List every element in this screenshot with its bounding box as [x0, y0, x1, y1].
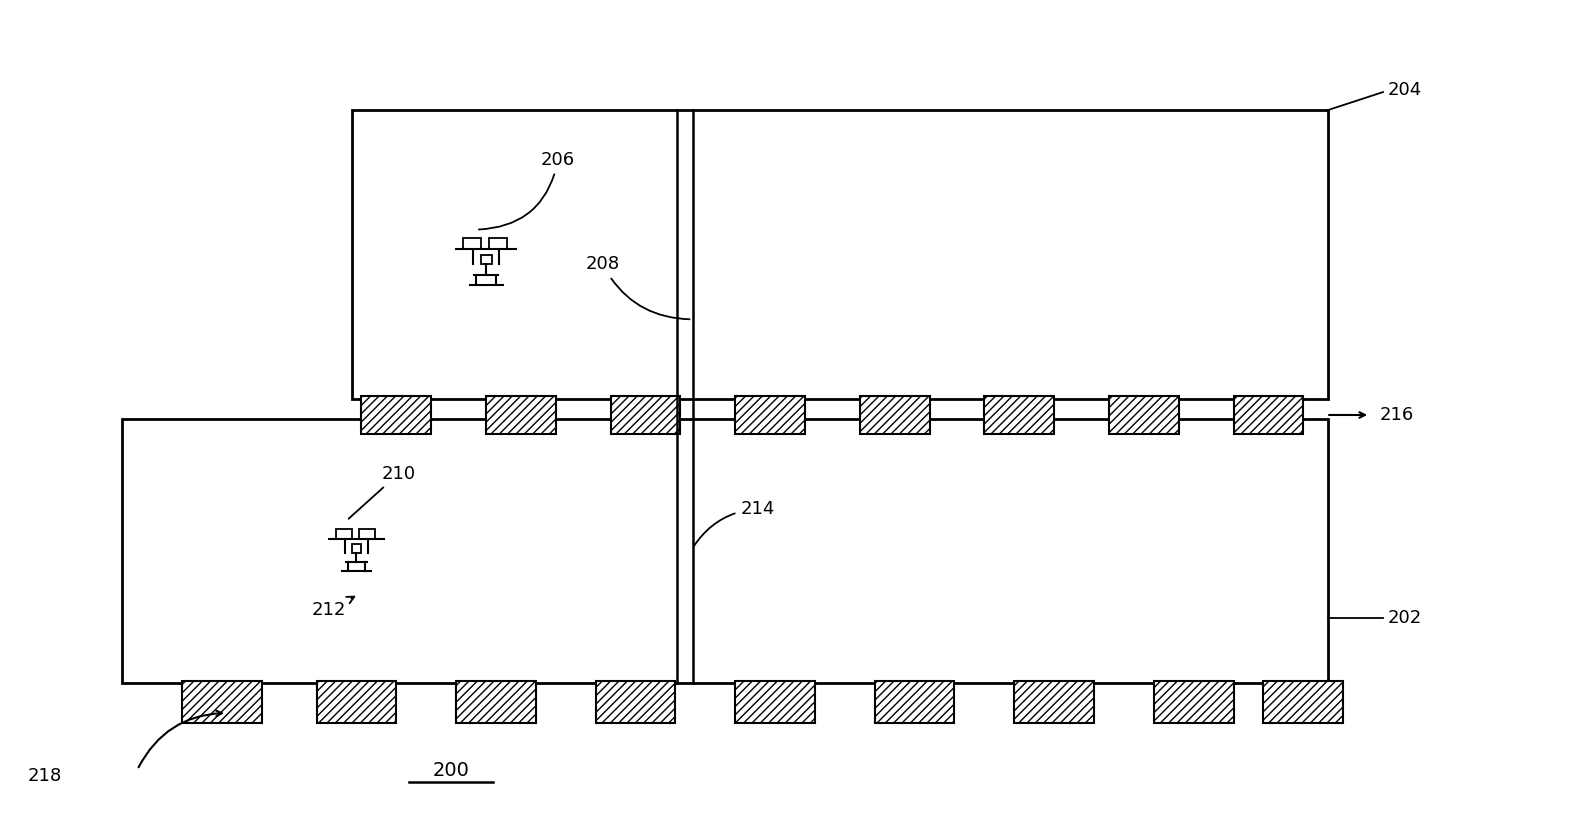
Text: 204: 204: [1388, 81, 1422, 99]
Bar: [182, 681, 261, 723]
Bar: [596, 681, 676, 723]
Bar: [456, 681, 536, 723]
Bar: [1014, 681, 1093, 723]
Bar: [985, 396, 1054, 434]
Bar: [360, 528, 376, 539]
Bar: [1154, 681, 1234, 723]
Text: 206: 206: [478, 151, 575, 229]
Bar: [1264, 681, 1344, 723]
Bar: [352, 110, 1328, 399]
Text: 210: 210: [349, 464, 416, 518]
Bar: [317, 681, 397, 723]
Text: 202: 202: [1388, 609, 1422, 627]
Text: 216: 216: [1380, 406, 1414, 424]
Text: 218: 218: [27, 767, 62, 785]
Bar: [1234, 396, 1304, 434]
Bar: [611, 396, 681, 434]
Text: 212: 212: [312, 596, 354, 619]
Bar: [486, 396, 556, 434]
Bar: [480, 255, 491, 265]
Bar: [123, 419, 1328, 683]
Bar: [462, 238, 480, 249]
Bar: [352, 544, 362, 553]
Text: 208: 208: [585, 256, 690, 319]
Bar: [875, 681, 955, 723]
Bar: [362, 396, 432, 434]
Bar: [336, 528, 352, 539]
Text: 214: 214: [693, 500, 775, 546]
Bar: [735, 396, 805, 434]
Text: 200: 200: [432, 761, 470, 780]
Bar: [1109, 396, 1178, 434]
Bar: [735, 681, 815, 723]
Bar: [859, 396, 929, 434]
Bar: [489, 238, 507, 249]
